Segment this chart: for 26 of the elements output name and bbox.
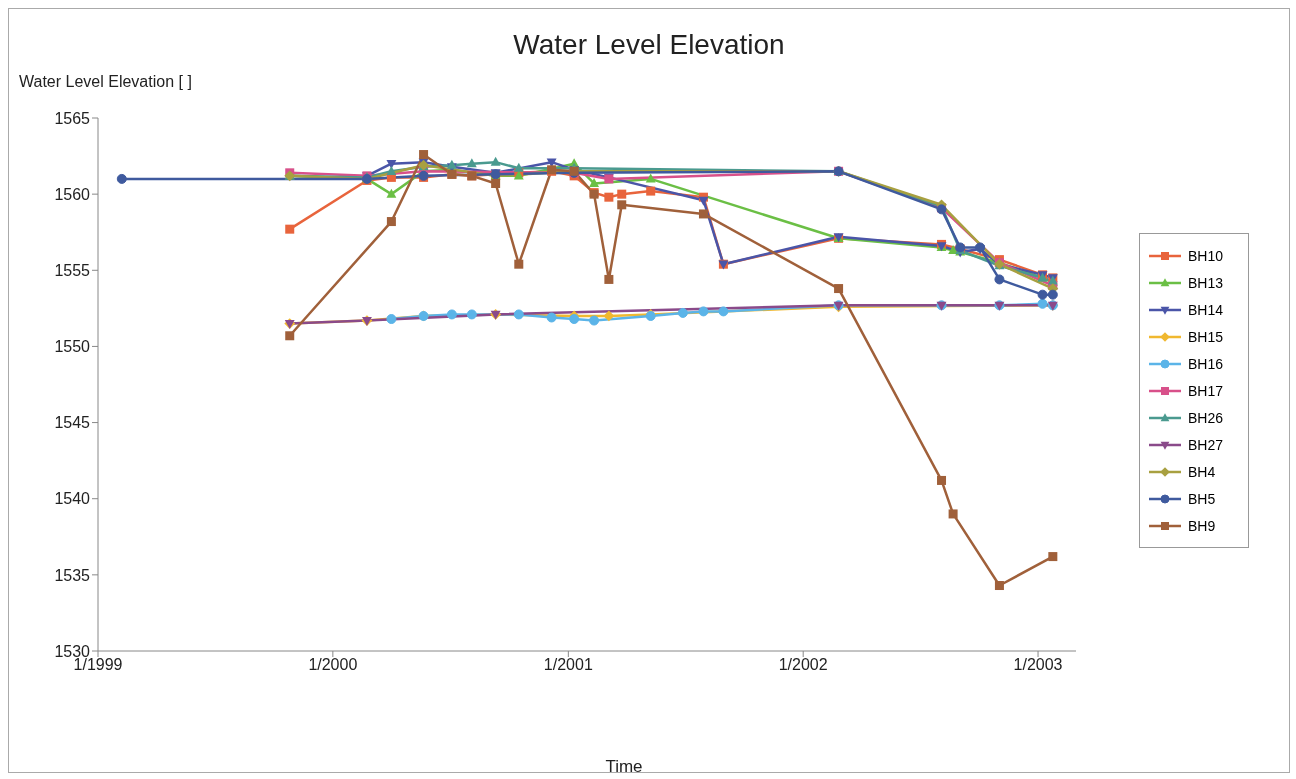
- y-axis-title: Water Level Elevation [ ]: [19, 73, 192, 91]
- legend-label: BH15: [1188, 328, 1224, 345]
- x-tick-label: 1/2001: [543, 656, 593, 674]
- legend-label: BH13: [1188, 274, 1224, 291]
- y-tick-label: 1555: [54, 261, 91, 279]
- chart-title: Water Level Elevation: [512, 29, 786, 61]
- x-axis-title: Time: [604, 757, 644, 777]
- y-tick-label: 1540: [54, 490, 91, 508]
- y-tick-label: 1560: [54, 185, 91, 203]
- y-tick-label: 1550: [54, 338, 91, 356]
- x-tick-label: 1/1999: [73, 656, 123, 674]
- x-tick-label: 1/2002: [778, 656, 828, 674]
- legend-label: BH9: [1188, 517, 1216, 534]
- y-tick-label: 1565: [54, 109, 91, 127]
- y-tick-label: 1535: [54, 566, 91, 584]
- legend-label: BH14: [1188, 301, 1224, 318]
- legend-label: BH5: [1188, 490, 1216, 507]
- x-tick-label: 1/2003: [1013, 656, 1063, 674]
- legend-label: BH27: [1188, 436, 1224, 453]
- legend-label: BH17: [1188, 382, 1224, 399]
- y-tick-label: 1545: [54, 414, 91, 432]
- x-tick-label: 1/2000: [308, 656, 358, 674]
- legend-label: BH26: [1188, 409, 1224, 426]
- legend-label: BH4: [1188, 463, 1216, 480]
- legend-label: BH10: [1188, 247, 1224, 264]
- legend-label: BH16: [1188, 355, 1224, 372]
